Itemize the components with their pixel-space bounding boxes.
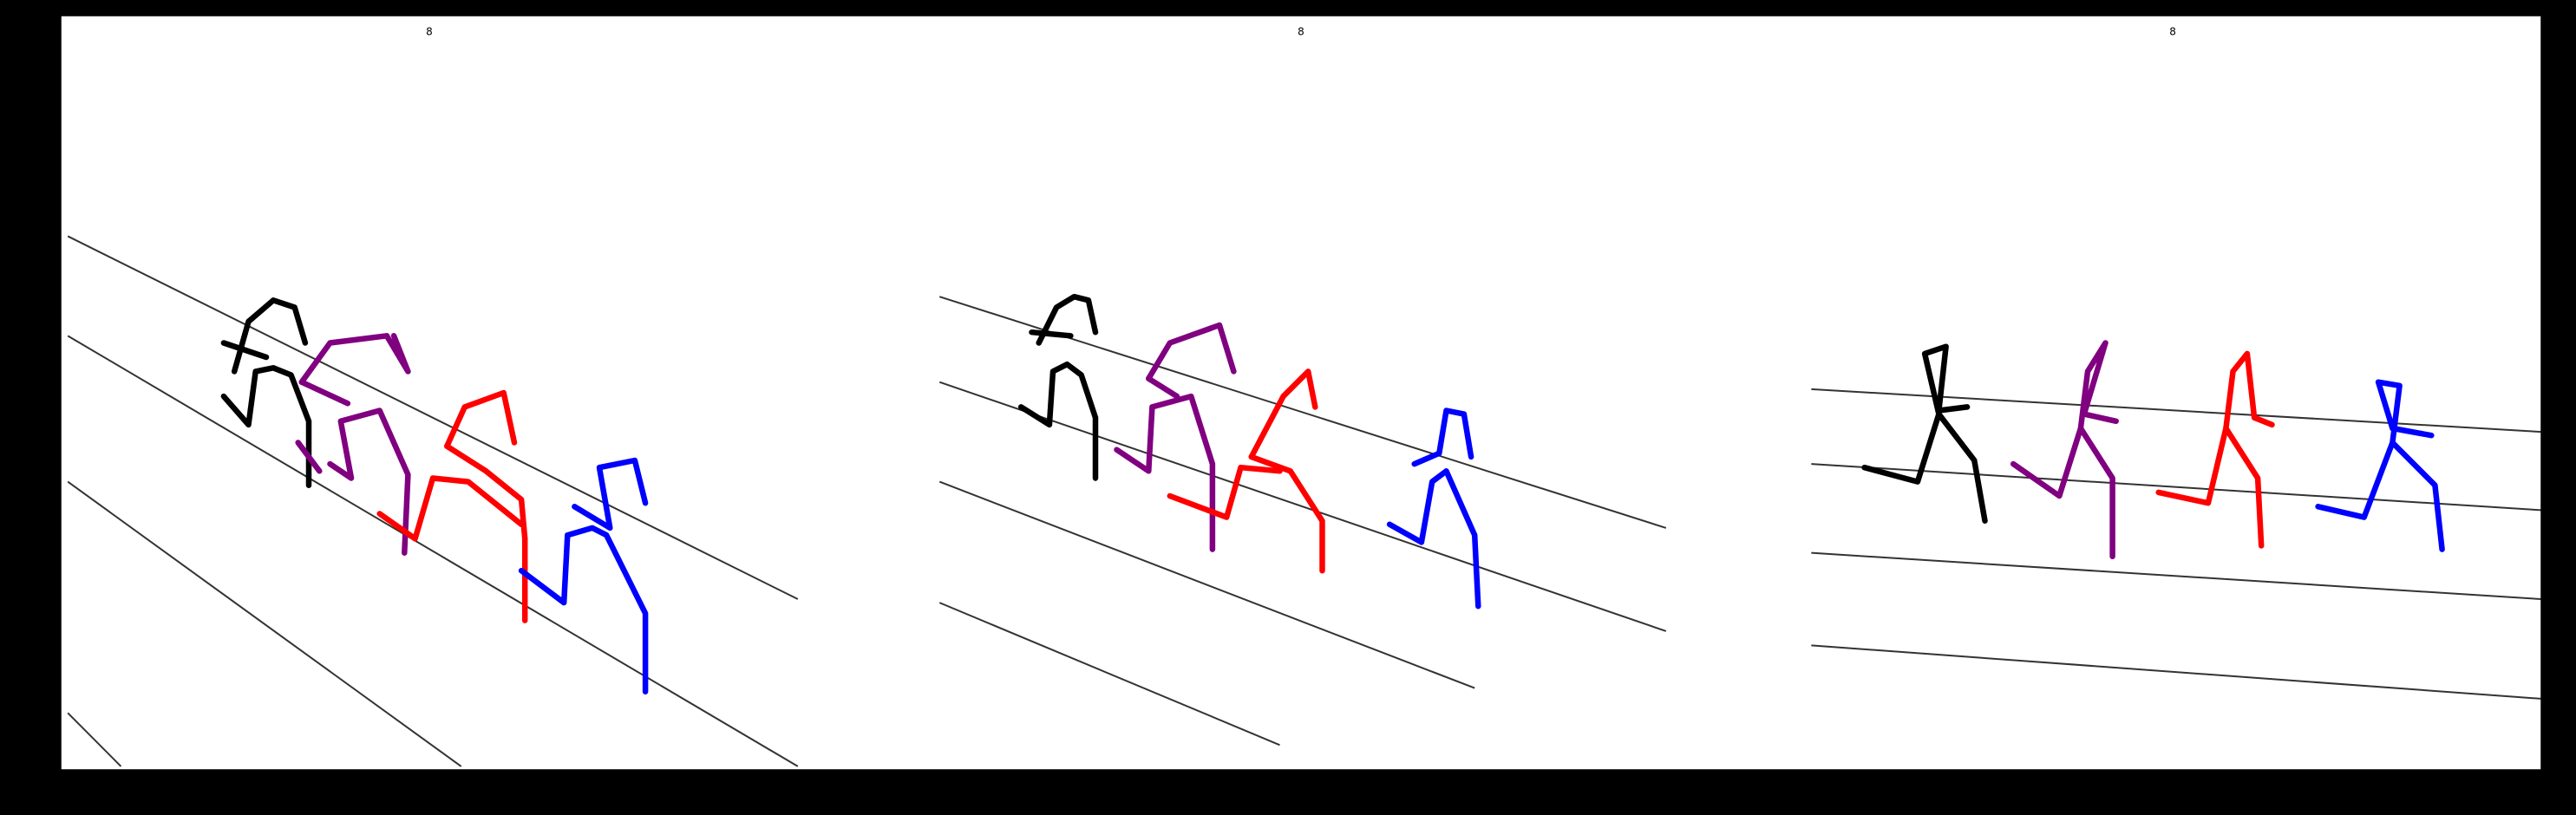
- runner-3-limb-7: [1167, 464, 1283, 520]
- lane-line-7: [938, 480, 1475, 689]
- y-tick-label: 1750: [19, 630, 52, 646]
- lane-line-10: [1811, 463, 2542, 512]
- x-tick-label: 3000: [1108, 779, 1141, 794]
- panel-label-3: 8: [2169, 25, 2176, 37]
- runner-4-limb-4: [1411, 408, 1474, 467]
- lane-line-2: [67, 335, 799, 767]
- x-tick-label: 4000: [1461, 779, 1494, 794]
- runner-3-limb-4: [376, 475, 525, 542]
- runner-4-limb-6: [2375, 379, 2435, 446]
- runner-2-limb-6: [1146, 375, 1180, 400]
- lane-lines-group: [67, 235, 2542, 767]
- lane-line-8: [938, 602, 1280, 747]
- y-tick-label: 1250: [19, 453, 52, 468]
- runner-4-limb-3: [1386, 468, 1481, 610]
- runner-3-limb-6: [1248, 453, 1325, 574]
- runner-2-limb-3: [327, 408, 411, 556]
- runner-1-limb-2: [220, 365, 312, 488]
- x-tick-label: 6000: [2170, 779, 2203, 794]
- runner-1-limb-3: [220, 340, 270, 361]
- axes-frame: [60, 15, 2542, 771]
- lane-line-11: [1811, 551, 2542, 601]
- runner-1-limb-1: [231, 297, 309, 375]
- runner-2-limb-2: [298, 379, 351, 407]
- runner-1-limb-5: [1036, 293, 1099, 346]
- runner-1-limb-6: [1029, 329, 1074, 339]
- y-tick-label: 2000: [19, 720, 52, 735]
- runner-2-limb-1: [298, 333, 411, 385]
- panel-labels-group: 8 8 8: [426, 25, 2176, 37]
- runner-4-limb-2: [572, 457, 649, 531]
- runner-1-limb-8: [1921, 343, 1971, 417]
- runner-4-limb-1: [518, 525, 649, 694]
- x-tick-label: 7000: [2525, 779, 2558, 794]
- runner-2-limb-5: [1146, 322, 1237, 381]
- x-tick-label: 0: [56, 779, 65, 794]
- lane-line-6: [938, 381, 1667, 632]
- x-tick-label: 5000: [1816, 779, 1849, 794]
- y-tick-label: 250: [27, 97, 52, 113]
- axes-background: [61, 16, 2541, 770]
- runner-2-limb-4: [295, 440, 323, 474]
- runner-figures-group: [220, 293, 2445, 694]
- runner-3-limb-5: [1248, 368, 1318, 460]
- y-axis-ticks: 0 250 500 750 1000 1250 1500 1750 2000: [19, 8, 61, 735]
- runner-2-limb-9: [2077, 340, 2119, 432]
- panel-label-2: 8: [1298, 25, 1304, 37]
- y-tick-label: 500: [27, 186, 52, 201]
- lane-line-1: [67, 235, 799, 600]
- x-axis-ticks: 0 1000 2000 3000 4000 5000 6000 7000: [56, 770, 2558, 794]
- lane-line-3: [67, 480, 462, 767]
- y-tick-label: 0: [43, 8, 52, 23]
- lane-line-12: [1811, 644, 2542, 700]
- runner-3-limb-2: [444, 443, 528, 542]
- y-tick-label: 750: [27, 275, 52, 290]
- panel-label-1: 8: [426, 25, 433, 37]
- y-tick-label: 1000: [19, 363, 52, 379]
- x-tick-label: 2000: [753, 779, 786, 794]
- lane-line-4: [67, 712, 122, 767]
- runner-1-limb-4: [1017, 361, 1099, 481]
- runner-3-limb-1: [444, 389, 518, 449]
- x-tick-label: 1000: [398, 779, 431, 794]
- runner-2-limb-7: [1114, 393, 1216, 552]
- y-tick-label: 1500: [19, 542, 52, 557]
- runner-3-limb-9: [2223, 350, 2275, 432]
